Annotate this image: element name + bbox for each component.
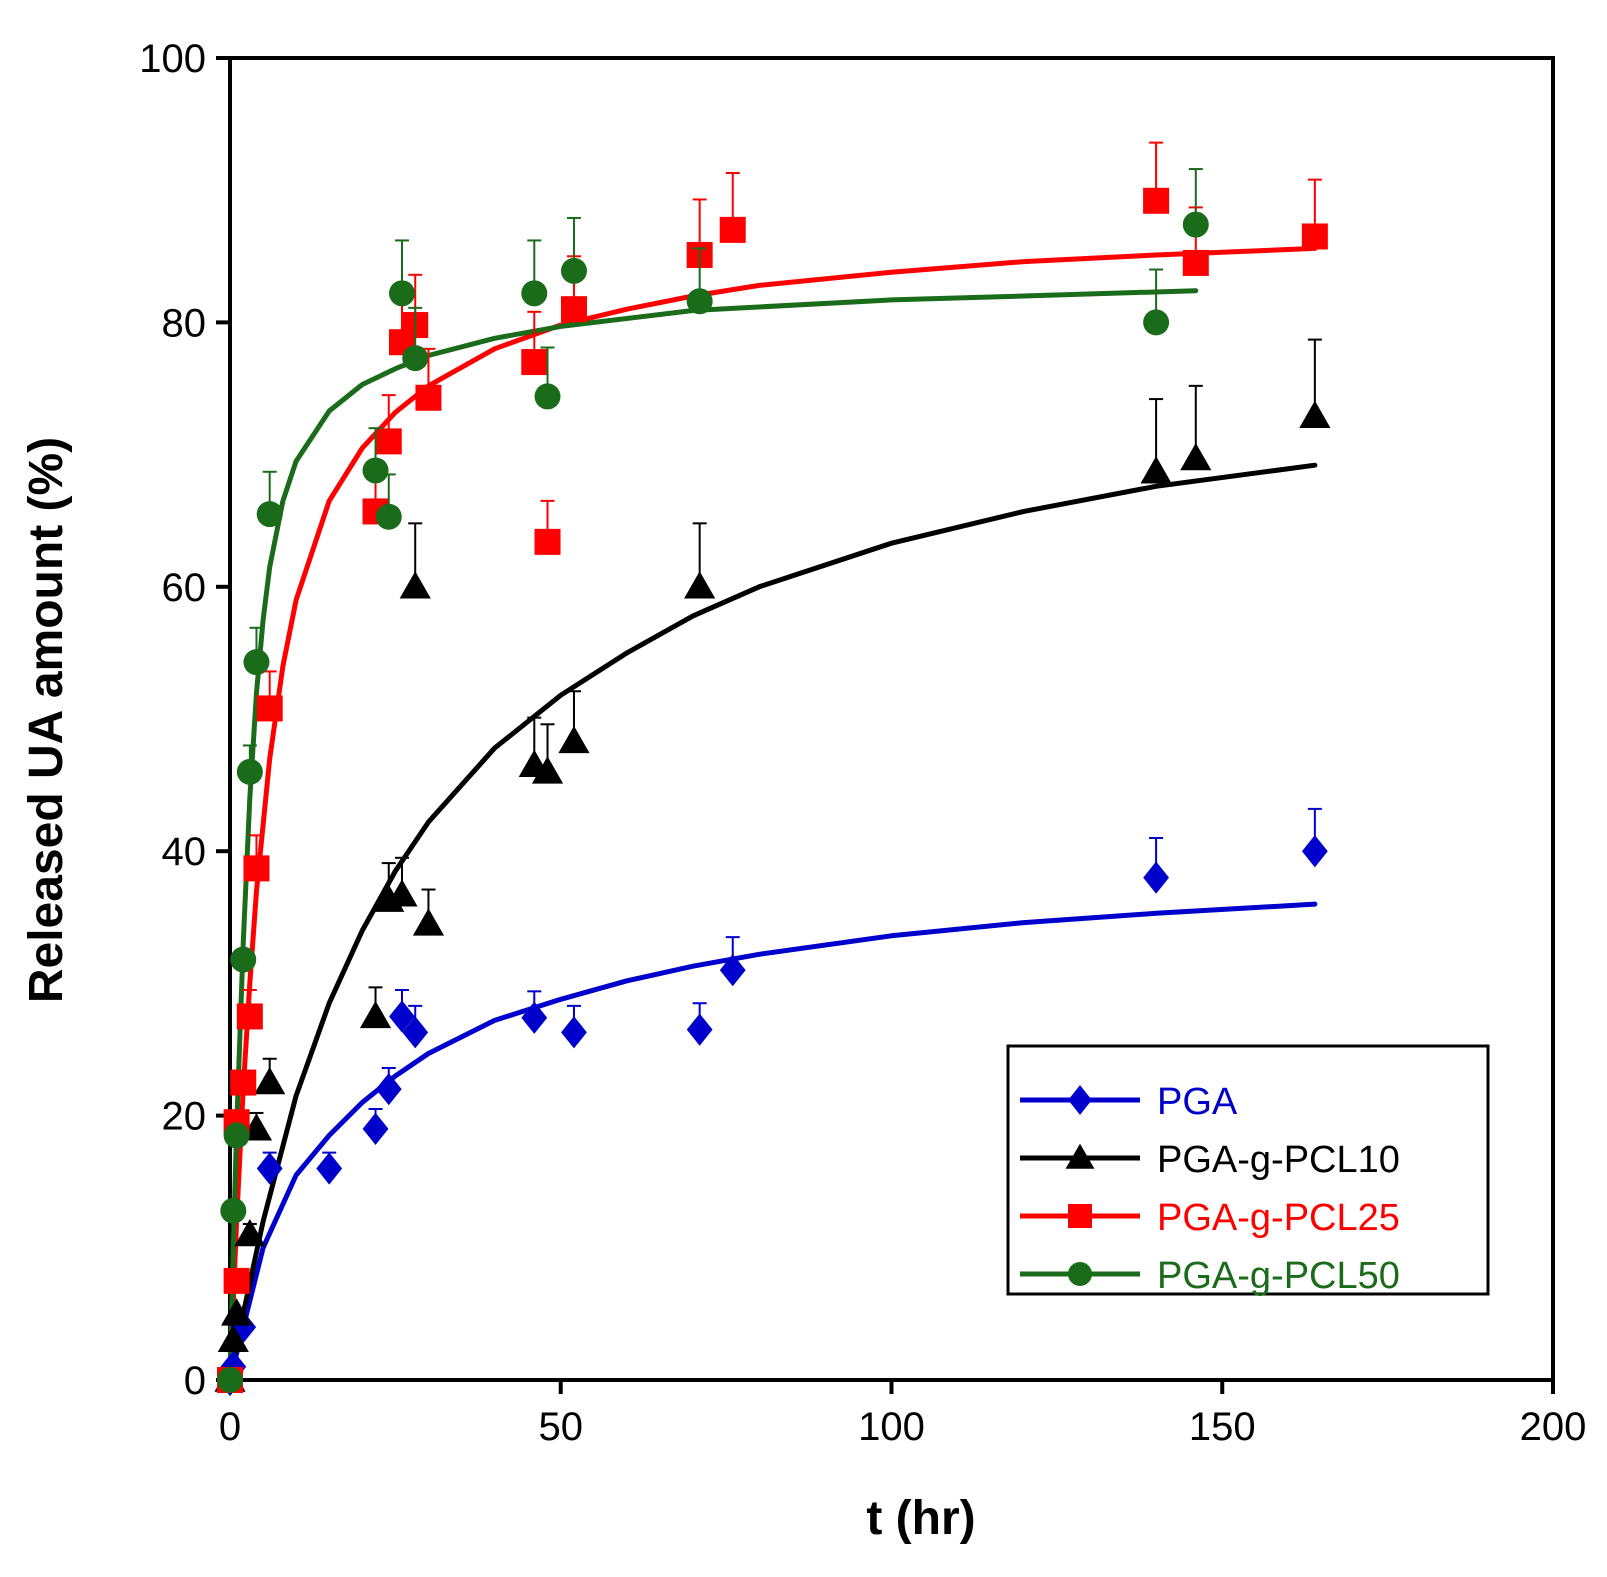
data-point-pga xyxy=(256,1152,283,1185)
legend-box xyxy=(1006,1044,1490,1296)
data-point-pga-g-pcl50 xyxy=(217,1367,243,1393)
data-point-pga-g-pcl50 xyxy=(402,345,429,372)
data-point-pga-g-pcl50 xyxy=(1143,309,1170,336)
x-tick-label: 200 xyxy=(1520,1405,1587,1449)
data-point-pga-g-pcl25 xyxy=(223,1267,250,1294)
legend-marker-pga-g-pcl50 xyxy=(1068,1262,1092,1286)
data-point-pga-g-pcl25 xyxy=(1143,187,1170,214)
data-point-pga xyxy=(389,1000,415,1033)
fit-curve-pga xyxy=(227,901,1318,1383)
data-point-pga-g-pcl25 xyxy=(1182,249,1209,276)
data-point-pga-g-pcl10 xyxy=(386,879,418,907)
data-point-pga-g-pcl50 xyxy=(560,257,587,284)
data-point-pga-g-pcl10 xyxy=(558,725,590,754)
y-tick-label: 60 xyxy=(162,566,207,610)
legend-label-pga: PGA xyxy=(1157,1081,1238,1123)
data-point-pga-g-pcl10 xyxy=(359,1000,392,1029)
data-point-pga-g-pcl50 xyxy=(256,501,283,528)
data-point-pga-g-pcl10 xyxy=(1140,456,1172,484)
data-point-pga-g-pcl10 xyxy=(217,1324,249,1353)
data-point-pga-g-pcl10 xyxy=(412,908,445,936)
data-point-pga-g-pcl25 xyxy=(719,216,746,243)
fit-curve-pga-g-pcl50 xyxy=(227,288,1199,1383)
x-tick-label: 150 xyxy=(1189,1405,1256,1449)
data-point-pga-g-pcl50 xyxy=(521,280,548,307)
data-point-pga-g-pcl50 xyxy=(220,1197,247,1224)
data-point-pga xyxy=(561,1016,587,1049)
data-point-pga-g-pcl25 xyxy=(243,855,270,882)
data-point-pga-g-pcl50 xyxy=(236,758,263,785)
data-point-pga xyxy=(402,1016,429,1049)
y-tick-label: 20 xyxy=(162,1095,207,1139)
y-tick-label: 80 xyxy=(162,301,207,345)
data-point-pga-g-pcl10 xyxy=(254,1066,286,1095)
data-point-pga-g-pcl10 xyxy=(1299,400,1331,428)
data-points-layer xyxy=(214,141,1331,1397)
data-point-pga xyxy=(686,1013,713,1046)
x-axis-title: t (hr) xyxy=(866,1492,975,1545)
legend: PGA PGA-g-PCL10 PGA-g-PCL25 PGA-g-PCL50 xyxy=(1006,1044,1490,1297)
data-point-pga-g-pcl25 xyxy=(560,296,587,323)
data-point-pga-g-pcl25 xyxy=(1301,223,1328,250)
data-point-pga-g-pcl10 xyxy=(221,1298,253,1326)
data-point-pga-g-pcl25 xyxy=(236,1003,263,1030)
fit-curve-pga-g-pcl10 xyxy=(227,462,1318,1383)
data-point-pga-g-pcl10 xyxy=(399,571,431,599)
axes-layer: 0 20 40 60 80 100 0 50 100 150 200 xyxy=(139,37,1586,1449)
data-point-pga xyxy=(521,1001,548,1034)
legend-marker-pga-g-pcl25 xyxy=(1068,1204,1092,1228)
data-point-pga-g-pcl50 xyxy=(1182,211,1209,238)
data-point-pga xyxy=(316,1152,343,1185)
data-point-pga-g-pcl50 xyxy=(375,503,402,530)
data-point-pga-g-pcl25 xyxy=(375,428,402,455)
data-point-pga-g-pcl25 xyxy=(256,695,283,722)
data-point-pga-g-pcl50 xyxy=(686,288,713,315)
data-point-pga-g-pcl50 xyxy=(534,383,561,410)
y-tick-label: 40 xyxy=(162,830,207,874)
data-point-pga-g-pcl25 xyxy=(521,349,548,376)
legend-label-pga-g-pcl10: PGA-g-PCL10 xyxy=(1157,1139,1400,1181)
legend-marker-pga xyxy=(1068,1085,1092,1115)
data-point-pga xyxy=(362,1112,389,1145)
data-point-pga-g-pcl25 xyxy=(534,528,561,555)
data-point-pga-g-pcl25 xyxy=(415,384,442,411)
data-point-pga-g-pcl50 xyxy=(388,280,415,307)
x-tick-label: 0 xyxy=(219,1405,241,1449)
data-point-pga xyxy=(719,954,746,987)
legend-marker-pga-g-pcl10 xyxy=(1065,1143,1095,1169)
data-point-pga xyxy=(1301,835,1328,868)
data-point-pga-g-pcl10 xyxy=(1180,442,1212,471)
data-point-pga xyxy=(1143,861,1169,894)
data-point-pga-g-pcl50 xyxy=(230,946,257,973)
y-tick-label: 0 xyxy=(184,1359,206,1403)
data-point-pga-g-pcl10 xyxy=(684,571,716,599)
data-point-pga-g-pcl50 xyxy=(362,457,389,484)
y-axis-title: Released UA amount (%) xyxy=(20,437,73,1003)
data-point-pga-g-pcl50 xyxy=(243,649,270,676)
data-point-pga-g-pcl50 xyxy=(223,1122,250,1149)
data-point-pga xyxy=(375,1073,402,1106)
y-tick-label: 100 xyxy=(139,37,206,81)
data-point-pga-g-pcl10 xyxy=(531,756,564,784)
data-point-pga xyxy=(220,1350,247,1383)
legend-label-pga-g-pcl25: PGA-g-PCL25 xyxy=(1157,1197,1400,1239)
data-point-pga-g-pcl25 xyxy=(230,1069,257,1096)
data-point-pga-g-pcl10 xyxy=(234,1218,266,1247)
x-tick-label: 50 xyxy=(539,1405,584,1449)
x-tick-label: 100 xyxy=(858,1405,925,1449)
legend-label-pga-g-pcl50: PGA-g-PCL50 xyxy=(1157,1255,1400,1297)
